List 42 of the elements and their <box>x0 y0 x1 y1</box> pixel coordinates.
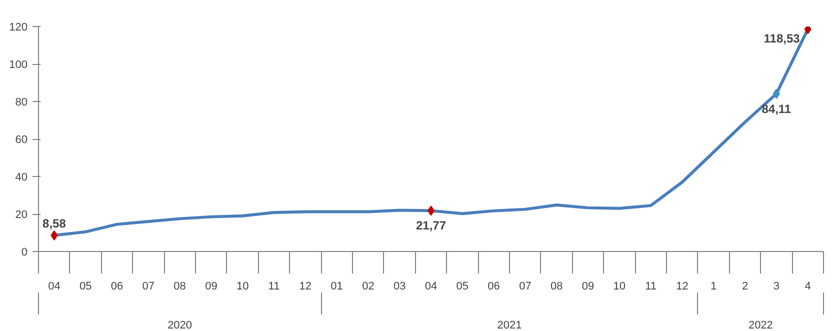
x-tick-label: 06 <box>110 280 124 292</box>
x-tick-label: 1 <box>710 280 717 292</box>
data-label: 8,58 <box>42 216 66 230</box>
x-tick-label: 12 <box>299 280 312 292</box>
x-tick-label: 11 <box>268 280 280 292</box>
x-tick-label: 4 <box>804 280 811 292</box>
x-tick-label: 10 <box>236 280 249 292</box>
y-tick-label: 40 <box>15 172 28 184</box>
x-tick-label: 07 <box>519 280 532 292</box>
text: 2022 <box>748 320 773 331</box>
x-tick-label: 04 <box>48 280 60 292</box>
x-tick-label: 12 <box>676 280 688 292</box>
x-tick-label: 2 <box>742 280 748 292</box>
x-tick-label: 02 <box>362 280 374 292</box>
y-tick-label: 120 <box>9 22 28 34</box>
x-tick-label: 09 <box>582 280 594 292</box>
x-tick-label: 3 <box>773 280 780 292</box>
point <box>50 230 58 240</box>
x-tick-label: 05 <box>456 280 469 292</box>
text: 2020 <box>168 320 192 331</box>
x-tick-label: 08 <box>174 280 186 292</box>
x-tick-label: 04 <box>424 280 438 292</box>
x-tick-label: 11 <box>645 280 657 292</box>
y-tick-label: 0 <box>21 246 28 258</box>
y-tick-label: 20 <box>15 209 28 221</box>
y-tick-label: 100 <box>9 59 28 71</box>
x-tick-label: 10 <box>613 280 626 292</box>
x-tick-label: 06 <box>488 280 500 292</box>
x-tick-label: 05 <box>79 280 92 292</box>
text: 2021 <box>497 320 522 331</box>
data-label: 118,53 <box>764 31 800 46</box>
x-tick-label: 08 <box>550 280 563 292</box>
x-tick-label: 09 <box>205 280 218 292</box>
y-tick-label: 60 <box>15 134 28 146</box>
point <box>804 26 812 34</box>
data-label: 84,11 <box>762 102 792 116</box>
y-tick-label: 80 <box>15 96 28 108</box>
x-tick-label: 01 <box>330 280 343 292</box>
x-tick-label: 03 <box>393 280 406 292</box>
x-tick-label: 07 <box>142 280 155 292</box>
data-label: 21,77 <box>416 218 446 233</box>
point <box>772 88 780 99</box>
